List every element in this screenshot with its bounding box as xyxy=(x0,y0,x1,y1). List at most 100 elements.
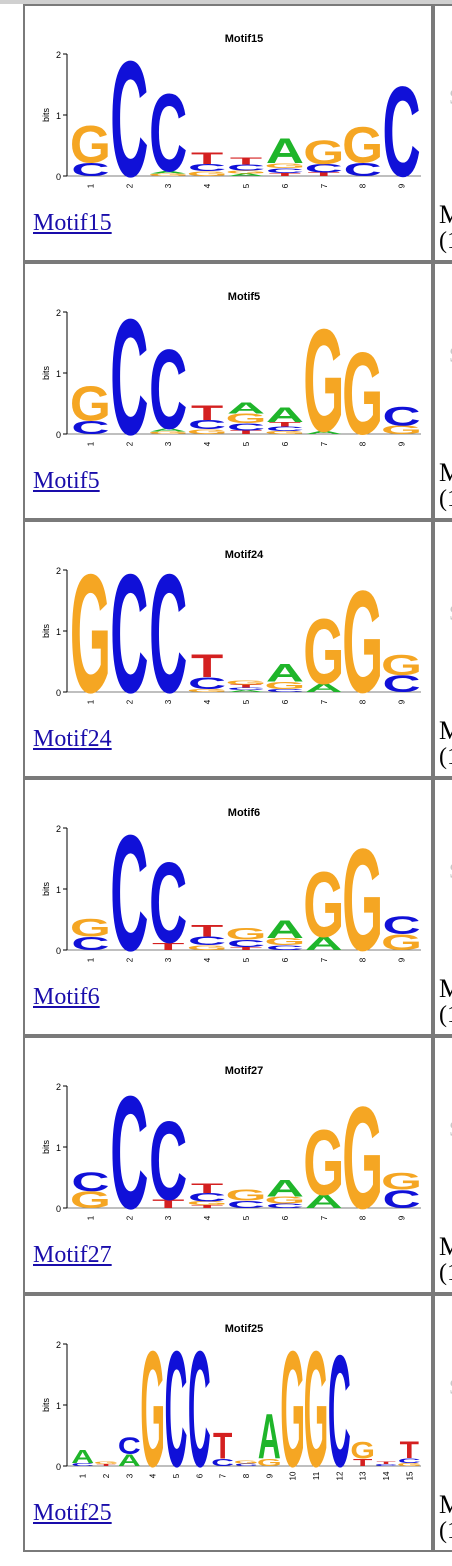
motif-link[interactable]: Motif15 xyxy=(33,210,112,236)
position-label: 6 xyxy=(281,957,290,962)
logo-letter-g: G xyxy=(70,116,111,175)
logo-letter-c: C xyxy=(227,1199,265,1210)
logo-letter-c: C xyxy=(149,839,187,968)
info-fragment-line1: M xyxy=(439,974,452,1004)
logo-letter-g: G xyxy=(342,116,383,173)
logo-letter-c: C xyxy=(375,1464,398,1467)
logo-letter-g: G xyxy=(264,430,305,435)
logo-letter-c: C xyxy=(266,426,304,433)
logo-letter-a: A xyxy=(305,430,343,435)
y-axis-label: bits xyxy=(41,108,51,123)
position-label: 1 xyxy=(79,1473,88,1478)
logo-letter-g: G xyxy=(381,1168,422,1195)
logo-letter-t: T xyxy=(376,1461,396,1465)
logo-title: Motif24 xyxy=(225,549,264,561)
position-label: 12 xyxy=(335,1471,344,1480)
position-label: 8 xyxy=(359,1215,368,1220)
logo-letter-c: C xyxy=(110,538,148,718)
motif-row: Motif5 0 1 2 bits C G 1 C 2 G A C 3 G C T 4 T C G A 5 G C T A 6 A G 7 G… xyxy=(23,262,452,520)
logo-letter-g: G xyxy=(303,299,344,460)
logo-letter-c: C xyxy=(227,938,265,949)
y-axis-label: bits xyxy=(41,366,51,381)
logo-letter-g: G xyxy=(381,930,422,955)
logo-letter-c: C xyxy=(266,1203,304,1210)
position-label: 6 xyxy=(281,1215,290,1220)
y-tick-label: 0 xyxy=(56,430,61,440)
y-tick-label: 1 xyxy=(56,1401,61,1411)
logo-letter-t: T xyxy=(191,149,223,168)
logo-letter-c: C xyxy=(110,26,148,202)
motif-info-cell: S M(1 xyxy=(433,778,452,1036)
info-fragment-line2: (1 xyxy=(439,486,452,512)
y-axis-label: bits xyxy=(41,1140,51,1155)
info-fragment-top: S xyxy=(449,1374,452,1400)
logo-letter-a: A xyxy=(71,1446,94,1468)
position-label: 1 xyxy=(86,183,95,188)
motif-info-cell: S M(1 xyxy=(433,520,452,778)
motif-link[interactable]: Motif5 xyxy=(33,468,100,494)
logo-letter-g: G xyxy=(381,650,422,682)
position-label: 2 xyxy=(125,441,134,446)
logo-letter-g: G xyxy=(342,562,383,718)
position-label: 9 xyxy=(398,183,407,188)
logo-letter-g: G xyxy=(94,1461,119,1465)
y-axis-label: bits xyxy=(41,624,51,639)
motif-link[interactable]: Motif27 xyxy=(33,1242,112,1268)
position-label: 6 xyxy=(281,699,290,704)
logo-letter-c: C xyxy=(188,935,226,948)
logo-letter-g: G xyxy=(257,1457,282,1468)
position-label: 7 xyxy=(320,183,329,188)
logo-letter-c: C xyxy=(110,1064,148,1234)
position-label: 2 xyxy=(125,1215,134,1220)
position-label: 7 xyxy=(320,699,329,704)
position-label: 2 xyxy=(125,957,134,962)
logo-letter-t: T xyxy=(269,172,301,177)
motif-logo-cell: Motif15 0 1 2 bits C G 1 C 2 G A C 3 G C T 4 A G C T 5 T C G A 6 T C G… xyxy=(23,4,433,262)
position-label: 7 xyxy=(219,1473,228,1478)
logo-letter-t: T xyxy=(230,429,262,435)
logo-letter-g: G xyxy=(397,1462,422,1467)
motif-info-cell: S M(1 xyxy=(433,4,452,262)
info-fragment-line2: (1 xyxy=(439,1260,452,1286)
position-label: 3 xyxy=(164,183,173,188)
info-fragment-line1: M xyxy=(439,200,452,230)
y-tick-label: 0 xyxy=(56,946,61,956)
info-fragment-line1: M xyxy=(439,1232,452,1262)
logo-letter-t: T xyxy=(191,922,223,941)
position-label: 1 xyxy=(86,1215,95,1220)
y-tick-label: 2 xyxy=(56,1082,61,1092)
position-label: 7 xyxy=(320,1215,329,1220)
logo-letter-c: C xyxy=(383,911,421,939)
logo-letter-g: G xyxy=(350,1437,375,1463)
logo-letter-g: G xyxy=(381,423,422,436)
logo-letter-c: C xyxy=(149,326,187,453)
motif-link[interactable]: Motif24 xyxy=(33,726,112,752)
position-label: 9 xyxy=(398,699,407,704)
position-label: 3 xyxy=(125,1473,134,1478)
logo-letter-c: C xyxy=(227,422,265,433)
info-fragment-line2: (1 xyxy=(439,1518,452,1544)
logo-letter-g: G xyxy=(264,162,305,170)
logo-letter-g: G xyxy=(225,170,266,175)
position-label: 5 xyxy=(242,957,251,962)
logo-letter-a: A xyxy=(118,1451,141,1470)
logo-letter-g: G xyxy=(303,853,344,958)
y-tick-label: 0 xyxy=(56,688,61,698)
logo-letter-g: G xyxy=(187,688,228,693)
logo-letter-c: C xyxy=(188,1317,211,1492)
logo-letter-t: T xyxy=(230,946,262,951)
position-label: 1 xyxy=(86,957,95,962)
logo-letter-g: G xyxy=(187,170,228,178)
logo-letter-a: A xyxy=(266,131,304,171)
position-label: 6 xyxy=(281,441,290,446)
motif-logo-cell: Motif6 0 1 2 bits C G 1 C 2 T C 3 G C T 4 T C G 5 C G A 6 A G 7 G 8 G C… xyxy=(23,778,433,1036)
motif-link[interactable]: Motif6 xyxy=(33,984,100,1010)
motif-link[interactable]: Motif25 xyxy=(33,1500,112,1526)
logo-letter-c: C xyxy=(71,160,109,181)
position-label: 8 xyxy=(242,1473,251,1478)
top-rule xyxy=(0,0,452,4)
y-tick-label: 2 xyxy=(56,824,61,834)
position-label: 1 xyxy=(86,441,95,446)
